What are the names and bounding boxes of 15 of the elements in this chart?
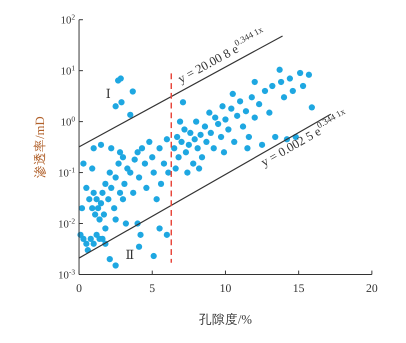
y-tick-label: 10$^{-1}$ <box>58 164 76 180</box>
x-tick-label: 10 <box>220 282 232 296</box>
y-tick-label: 10$^{1}$ <box>60 63 76 78</box>
y-tick-label: 10$^{-3}$ <box>58 266 76 282</box>
x-axis-title: 孔隙度/% <box>198 311 252 326</box>
x-tick-label: 15 <box>292 282 305 296</box>
x-tick-label: 0 <box>76 282 82 296</box>
x-tick-label: 5 <box>149 282 156 296</box>
x-tick-label: 20 <box>366 282 378 296</box>
annotation: Ⅱ <box>125 248 134 262</box>
y-axis-title: 渗透率/mD <box>32 116 47 178</box>
y-tick-label: 10$^{0}$ <box>60 114 76 129</box>
y-tick-label: 10$^{2}$ <box>60 12 76 27</box>
y-tick-label: 10$^{-2}$ <box>58 216 76 230</box>
annotation: Ⅰ <box>106 86 111 101</box>
